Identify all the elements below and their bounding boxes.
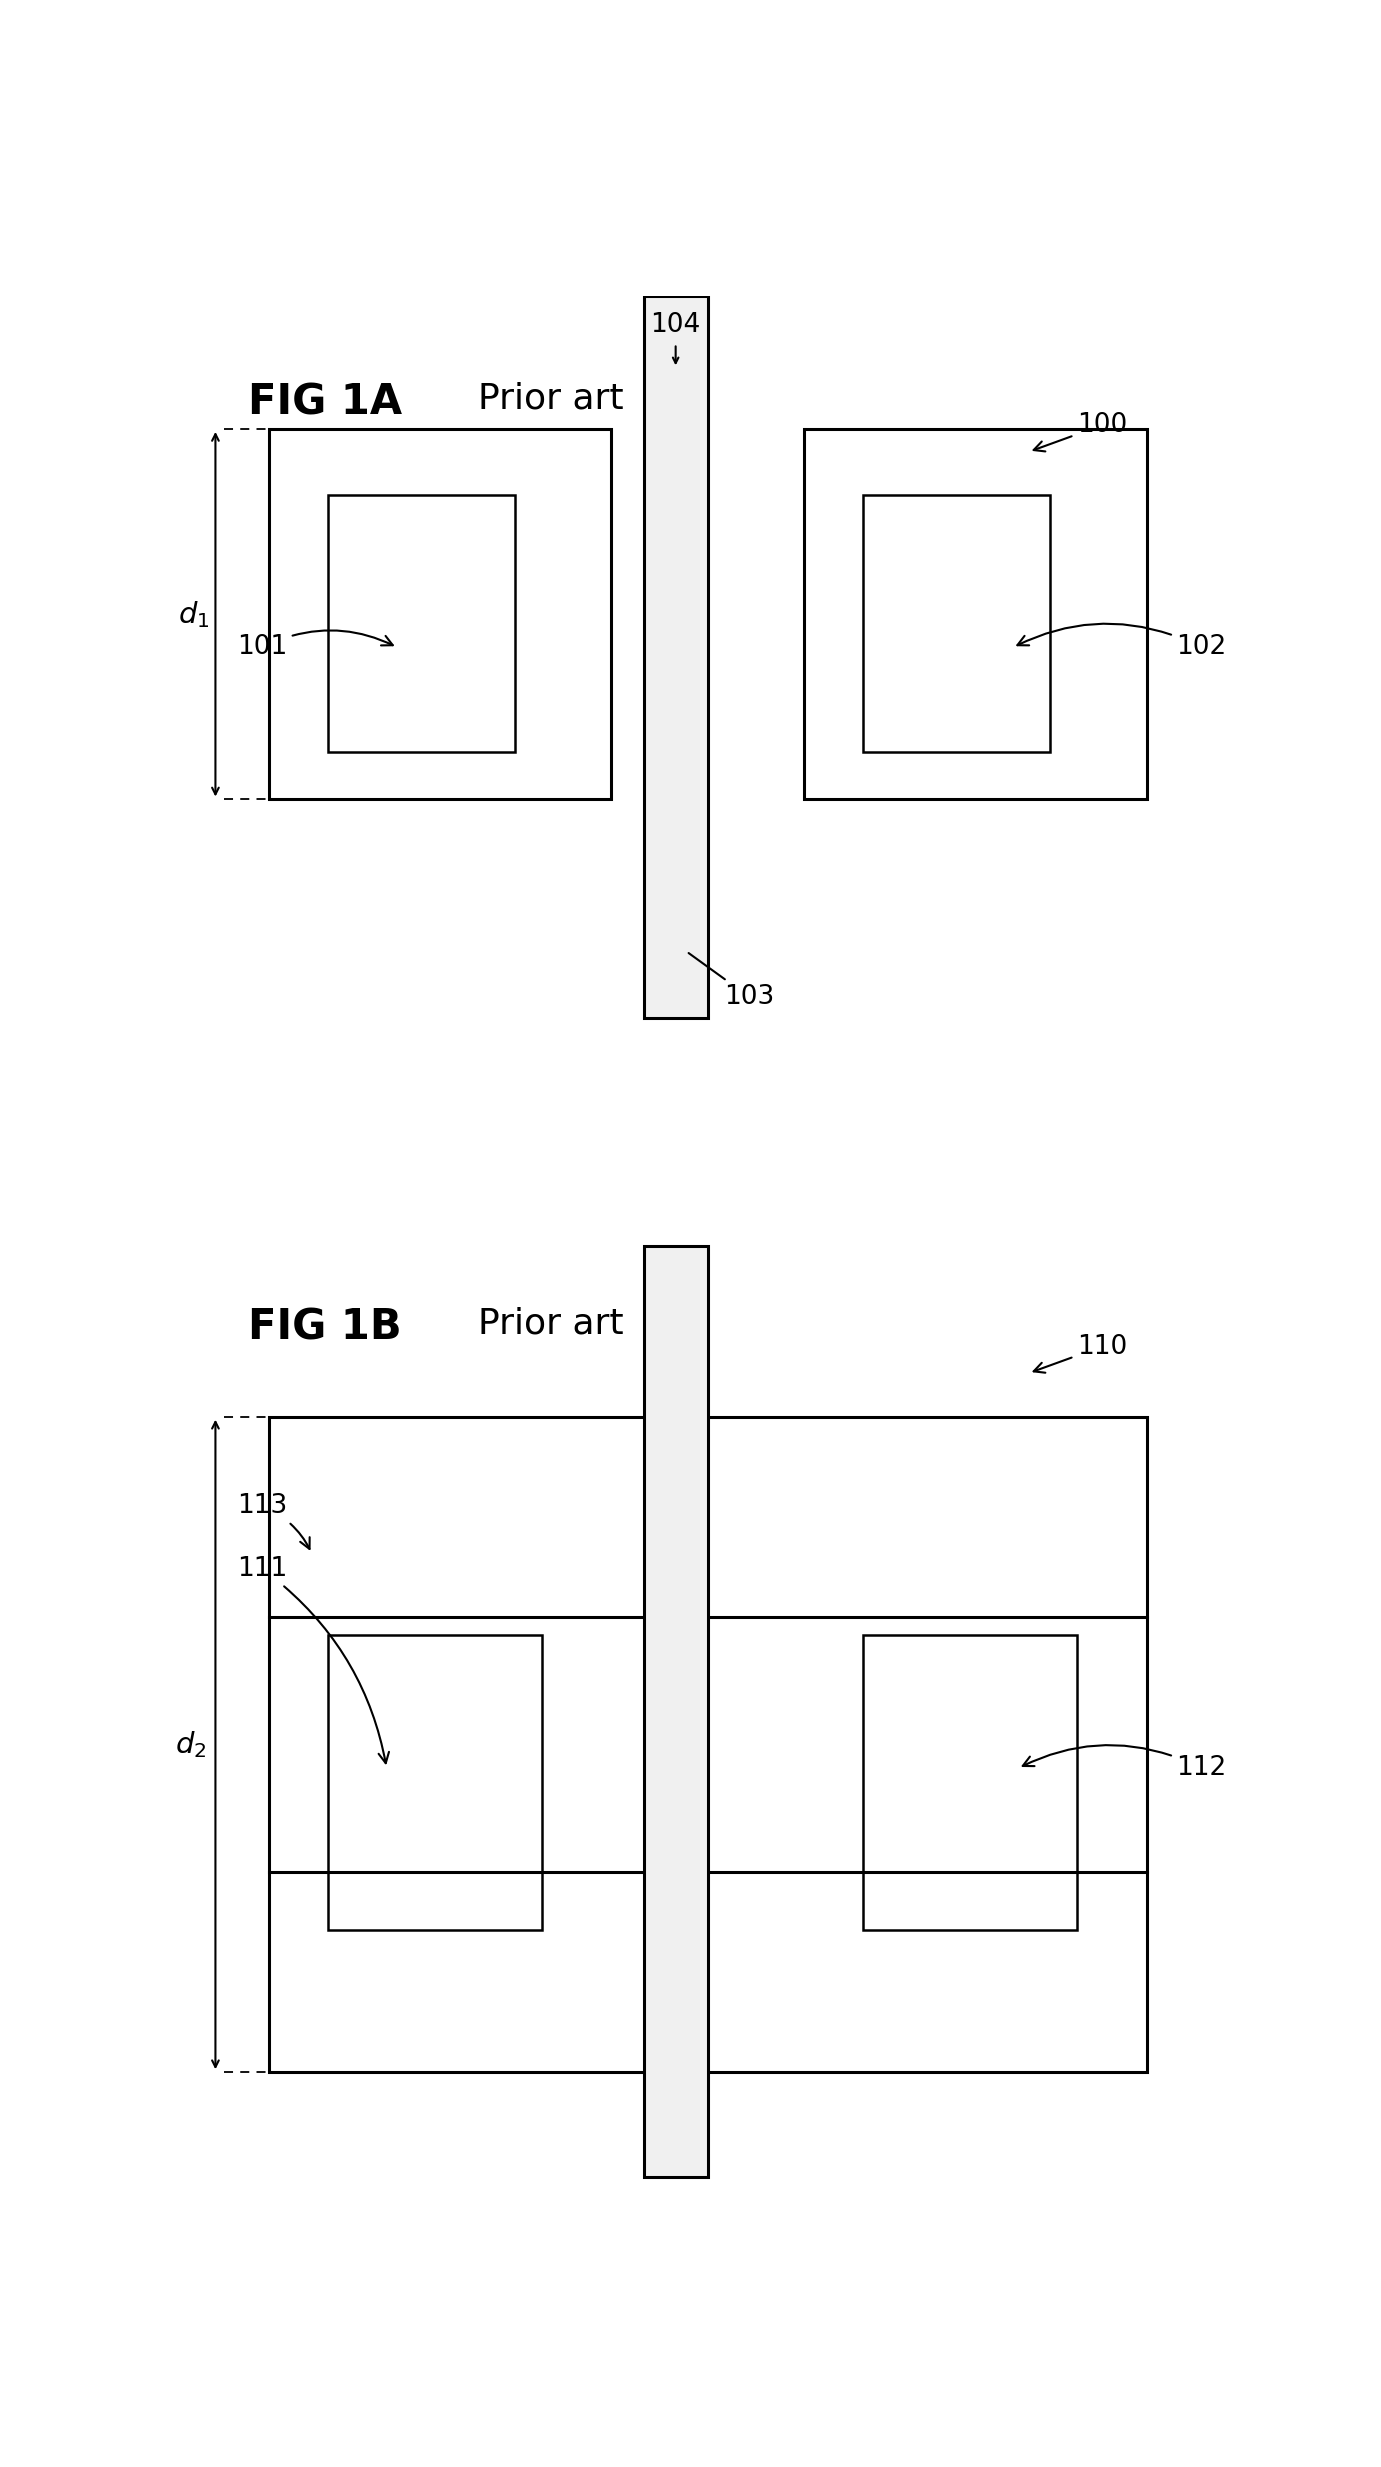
- Bar: [644, 1246, 707, 2176]
- Text: 112: 112: [1023, 1744, 1226, 1781]
- Text: 102: 102: [1018, 624, 1226, 661]
- Text: 110: 110: [1033, 1335, 1127, 1372]
- Text: $d_2$: $d_2$: [175, 1729, 206, 1759]
- Text: 114: 114: [650, 1258, 700, 1283]
- Bar: [327, 496, 515, 752]
- Bar: [804, 429, 1146, 799]
- Text: 104: 104: [650, 311, 700, 338]
- Text: Prior art: Prior art: [478, 1308, 623, 1340]
- Bar: [644, 296, 707, 1019]
- Text: 111: 111: [238, 1557, 389, 1764]
- Bar: [269, 429, 612, 799]
- Bar: [327, 1636, 541, 1929]
- Text: FIG 1A: FIG 1A: [247, 382, 402, 424]
- Text: Prior art: Prior art: [478, 382, 623, 414]
- Text: 103: 103: [689, 952, 775, 1009]
- Text: 101: 101: [238, 632, 392, 661]
- Text: $d_1$: $d_1$: [178, 599, 210, 629]
- Text: FIG 1B: FIG 1B: [247, 1308, 400, 1349]
- Bar: [863, 1636, 1077, 1929]
- Text: 113: 113: [238, 1493, 309, 1549]
- Text: 100: 100: [1033, 412, 1127, 451]
- Bar: [269, 1416, 1146, 2072]
- Bar: [863, 496, 1051, 752]
